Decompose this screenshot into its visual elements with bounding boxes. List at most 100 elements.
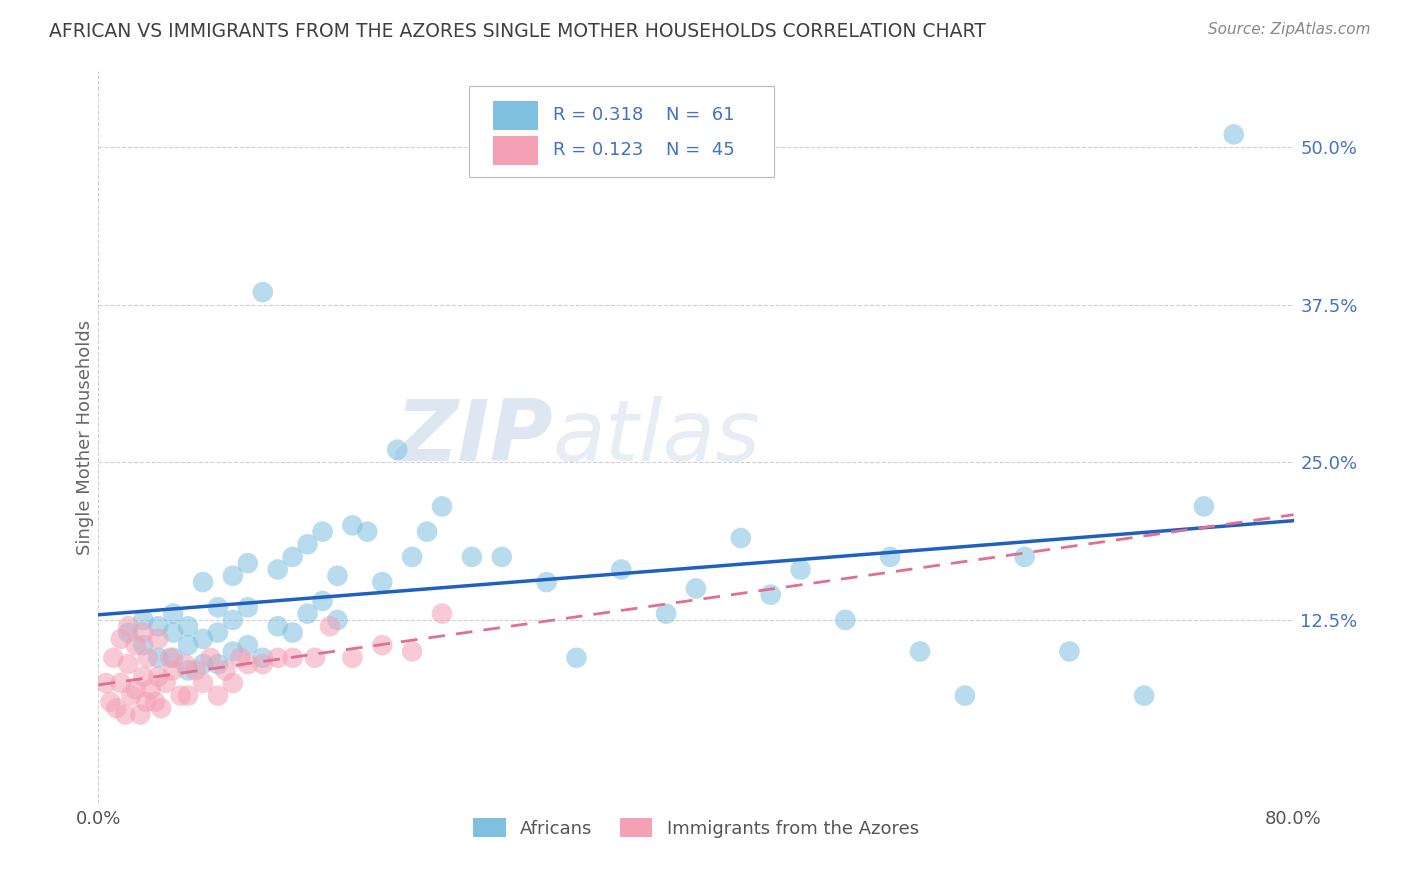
- Point: [342, 518, 364, 533]
- Point: [94, 676, 117, 690]
- Point: [184, 664, 207, 678]
- Point: [148, 619, 170, 633]
- Point: [297, 537, 319, 551]
- Point: [311, 594, 333, 608]
- Point: [110, 676, 132, 690]
- Point: [252, 285, 274, 299]
- Point: [207, 689, 229, 703]
- Point: [236, 657, 259, 671]
- Point: [177, 689, 200, 703]
- Text: N =  45: N = 45: [666, 141, 735, 160]
- Text: AFRICAN VS IMMIGRANTS FROM THE AZORES SINGLE MOTHER HOUSEHOLDS CORRELATION CHART: AFRICAN VS IMMIGRANTS FROM THE AZORES SI…: [49, 22, 986, 41]
- Point: [162, 650, 184, 665]
- Point: [1133, 689, 1156, 703]
- Point: [117, 657, 139, 671]
- Point: [132, 638, 155, 652]
- Point: [236, 556, 259, 570]
- Point: [120, 689, 142, 703]
- Point: [155, 676, 177, 690]
- Point: [267, 562, 290, 576]
- Point: [267, 619, 290, 633]
- Point: [136, 650, 159, 665]
- Point: [953, 689, 976, 703]
- Point: [267, 650, 290, 665]
- Point: [385, 442, 409, 457]
- Point: [207, 657, 229, 671]
- Point: [139, 682, 162, 697]
- Point: [159, 650, 181, 665]
- Point: [730, 531, 752, 545]
- Point: [908, 644, 931, 658]
- Point: [143, 695, 166, 709]
- Point: [177, 664, 200, 678]
- Point: [222, 569, 245, 583]
- Point: [281, 650, 304, 665]
- Point: [281, 625, 304, 640]
- Point: [177, 638, 200, 652]
- Point: [148, 632, 170, 646]
- Point: [150, 701, 173, 715]
- Point: [148, 670, 170, 684]
- Point: [1059, 644, 1081, 658]
- Point: [371, 575, 394, 590]
- Point: [117, 625, 139, 640]
- Point: [430, 607, 453, 621]
- Point: [125, 682, 148, 697]
- Point: [879, 549, 901, 564]
- FancyBboxPatch shape: [494, 101, 538, 130]
- Point: [229, 650, 252, 665]
- Point: [214, 664, 236, 678]
- Point: [326, 569, 349, 583]
- Text: Source: ZipAtlas.com: Source: ZipAtlas.com: [1208, 22, 1371, 37]
- Point: [610, 562, 633, 576]
- Point: [319, 619, 342, 633]
- Legend: Africans, Immigrants from the Azores: Africans, Immigrants from the Azores: [465, 811, 927, 845]
- Point: [461, 549, 484, 564]
- Point: [129, 707, 152, 722]
- Point: [401, 644, 423, 658]
- Point: [117, 619, 139, 633]
- Point: [491, 549, 513, 564]
- Point: [191, 676, 214, 690]
- Point: [252, 650, 274, 665]
- Point: [191, 632, 214, 646]
- Point: [236, 600, 259, 615]
- FancyBboxPatch shape: [470, 86, 773, 178]
- Point: [1192, 500, 1215, 514]
- Point: [304, 650, 326, 665]
- Point: [371, 638, 394, 652]
- Point: [132, 613, 155, 627]
- Point: [297, 607, 319, 621]
- Point: [281, 549, 304, 564]
- Text: R = 0.318: R = 0.318: [553, 106, 643, 124]
- Text: R = 0.123: R = 0.123: [553, 141, 643, 160]
- Point: [105, 701, 128, 715]
- Point: [342, 650, 364, 665]
- Point: [236, 638, 259, 652]
- Point: [132, 625, 155, 640]
- Point: [252, 657, 274, 671]
- Point: [536, 575, 558, 590]
- Point: [162, 664, 184, 678]
- Point: [110, 632, 132, 646]
- Point: [222, 676, 245, 690]
- Text: atlas: atlas: [553, 395, 761, 479]
- Point: [222, 644, 245, 658]
- Point: [356, 524, 378, 539]
- Point: [162, 625, 184, 640]
- Point: [207, 625, 229, 640]
- Text: ZIP: ZIP: [395, 395, 553, 479]
- Point: [114, 707, 136, 722]
- Point: [789, 562, 811, 576]
- Point: [177, 619, 200, 633]
- Point: [759, 588, 782, 602]
- Point: [401, 549, 423, 564]
- Point: [162, 607, 184, 621]
- Point: [169, 689, 191, 703]
- Point: [98, 695, 122, 709]
- Point: [191, 657, 214, 671]
- Point: [834, 613, 856, 627]
- Point: [565, 650, 588, 665]
- Point: [132, 670, 155, 684]
- Point: [1014, 549, 1036, 564]
